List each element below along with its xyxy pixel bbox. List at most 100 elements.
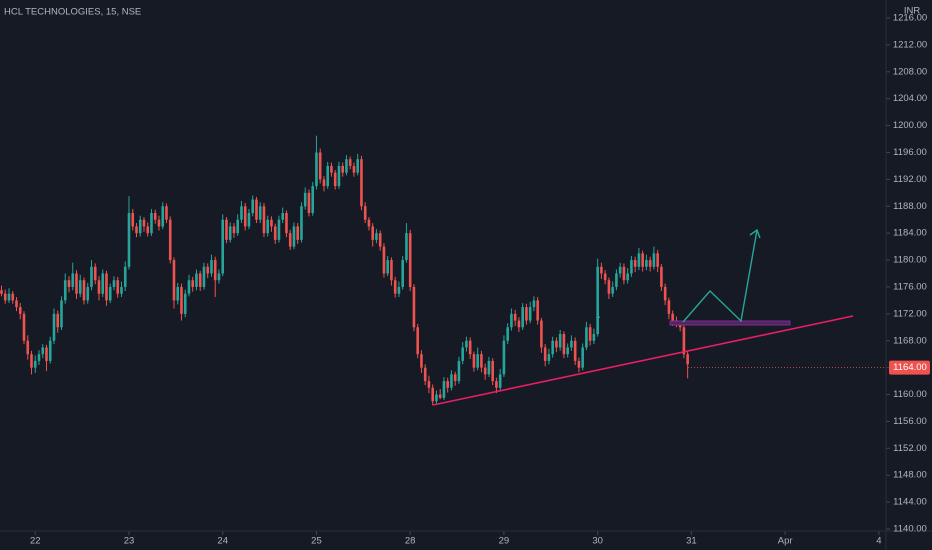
candle-body	[333, 172, 337, 187]
candle-body	[547, 354, 551, 361]
candle-body	[131, 212, 135, 227]
candle-body	[656, 253, 659, 267]
candle-body	[30, 354, 33, 368]
last-price-box	[889, 360, 930, 375]
chart-title: HCL TECHNOLOGIES, 15, NSE	[4, 7, 141, 18]
candle-body	[570, 340, 573, 348]
plot-area	[0, 17, 890, 535]
candle-body	[562, 334, 566, 355]
candle-body	[371, 226, 374, 240]
candle-body	[240, 206, 243, 220]
candle-body	[225, 219, 228, 240]
candle-body	[472, 354, 476, 368]
candle-body	[566, 347, 569, 355]
y-tick-label: 1212.00	[893, 39, 927, 50]
currency-label: INR	[904, 6, 921, 17]
candle-body	[315, 152, 318, 187]
candle-body	[56, 313, 60, 328]
candle-body	[446, 381, 449, 388]
candle-body	[348, 159, 352, 166]
candle-body	[22, 313, 26, 341]
candle-body	[191, 280, 195, 287]
candle-body	[18, 307, 22, 314]
candle-body	[382, 246, 386, 274]
candle-body	[206, 266, 210, 274]
candle-body	[585, 327, 588, 348]
candle-body	[431, 387, 434, 402]
candle-body	[420, 354, 423, 368]
candle-body	[506, 327, 509, 341]
x-tick-label: Apr	[778, 536, 793, 547]
candle-body	[660, 266, 663, 287]
candle-body	[360, 159, 363, 207]
candle-body	[33, 360, 37, 368]
candle-body	[0, 290, 3, 294]
candle-body	[412, 286, 416, 328]
candle-body	[645, 260, 648, 267]
candle-body	[367, 219, 371, 227]
candle-body	[48, 340, 52, 361]
candle-body	[168, 219, 172, 261]
candle-body	[210, 260, 213, 274]
candle-body	[416, 327, 419, 355]
candle-body	[536, 300, 539, 321]
candle-body	[641, 253, 644, 267]
y-tick-label: 1188.00	[893, 201, 927, 212]
x-tick-label: 31	[686, 536, 697, 547]
candle-body	[540, 320, 543, 348]
candle-body	[116, 280, 120, 294]
candle-body	[686, 354, 689, 365]
y-tick-label: 1204.00	[893, 93, 927, 104]
candle-body	[277, 219, 281, 240]
candle-body	[266, 219, 270, 234]
candle-body	[322, 179, 326, 187]
candle-body	[273, 226, 277, 240]
candle-body	[281, 212, 285, 220]
candle-body	[525, 307, 528, 321]
candle-body	[150, 212, 153, 234]
candle-body	[300, 206, 303, 240]
candle-body	[341, 165, 345, 173]
candle-body	[153, 212, 157, 220]
candle-body	[491, 360, 494, 382]
candle-body	[37, 354, 41, 361]
y-tick-label: 1160.00	[893, 389, 927, 400]
candle-body	[330, 165, 333, 173]
candle-body	[513, 313, 517, 321]
candle-body	[510, 313, 513, 328]
candle-body	[517, 320, 521, 328]
candle-body	[176, 286, 180, 301]
candle-body	[483, 367, 487, 375]
candle-body	[307, 192, 311, 213]
candle-body	[573, 340, 577, 361]
candle-body	[480, 354, 483, 368]
candle-body	[82, 280, 86, 301]
x-tick-label: 24	[217, 536, 228, 547]
candle-body	[270, 219, 273, 227]
y-tick-label: 1196.00	[893, 147, 927, 158]
candle-body	[588, 327, 592, 341]
candle-body	[45, 347, 48, 361]
candle-body	[288, 233, 292, 247]
y-tick-label: 1200.00	[893, 120, 927, 131]
candle-body	[356, 159, 359, 173]
candle-body	[90, 266, 93, 287]
candle-body	[671, 313, 674, 321]
candle-body	[633, 260, 637, 267]
x-tick-label: 25	[311, 536, 322, 547]
signal-marker	[596, 313, 600, 318]
candle-body	[183, 293, 187, 314]
candle-body	[555, 340, 558, 348]
candle-body	[123, 266, 127, 287]
candle-body	[476, 354, 479, 368]
candle-body	[86, 286, 90, 301]
candle-body	[352, 165, 356, 173]
candle-body	[75, 273, 78, 294]
candle-body	[165, 206, 168, 220]
y-tick-label: 1156.00	[893, 416, 927, 427]
y-tick-label: 1208.00	[893, 66, 927, 77]
candle-body	[202, 266, 206, 287]
candle-body	[626, 273, 629, 281]
candle-body	[262, 206, 266, 234]
